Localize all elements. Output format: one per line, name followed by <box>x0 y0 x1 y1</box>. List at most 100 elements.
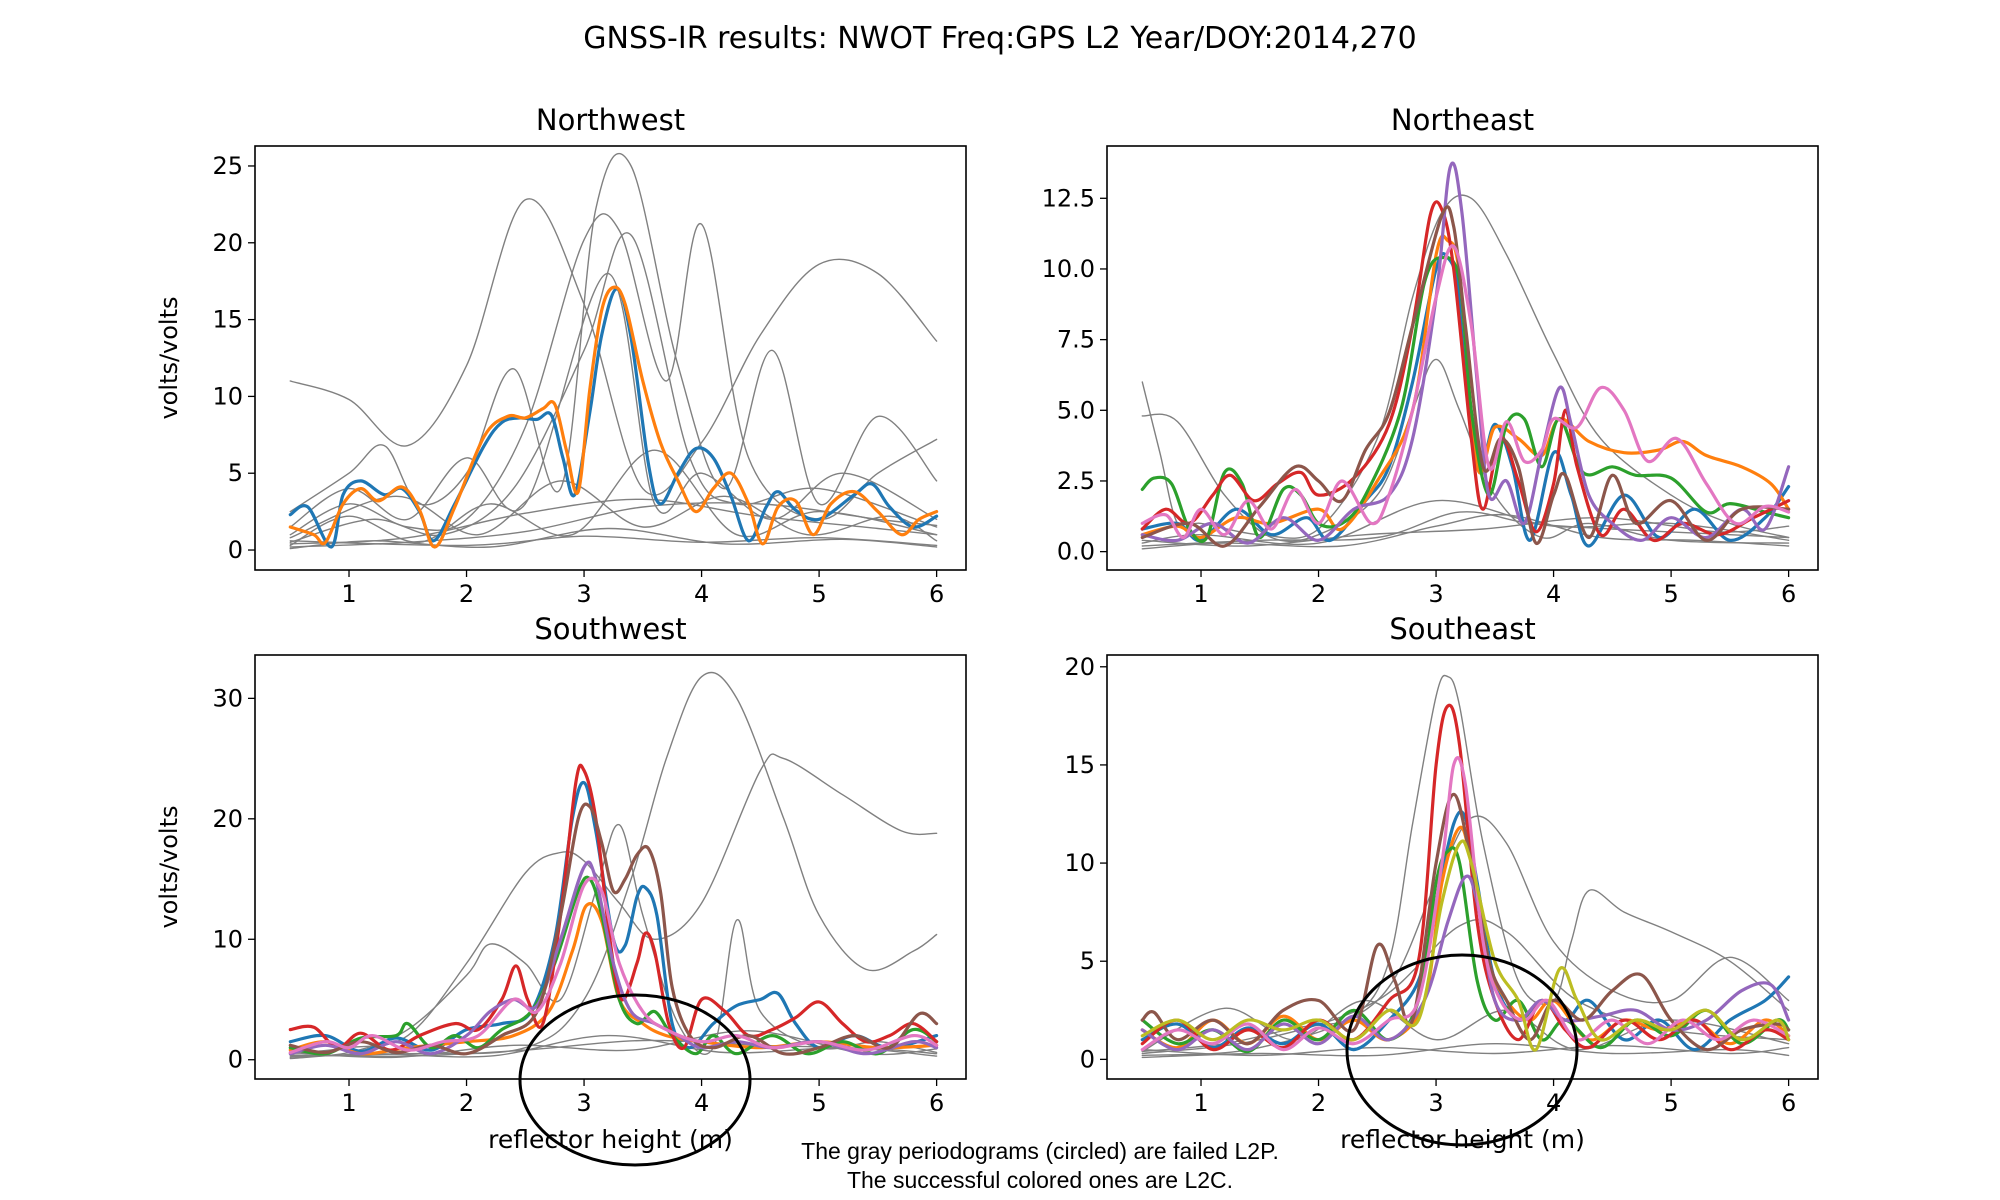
x-axis-label: reflector height (m) <box>488 1125 733 1154</box>
northeast-plot-lines <box>1140 161 1791 550</box>
y-axis-label: volts/volts <box>155 296 183 419</box>
panel-title: Northeast <box>1391 103 1534 137</box>
x-tick-label: 4 <box>694 580 709 608</box>
x-tick-label: 4 <box>694 1089 709 1117</box>
l2c-periodogram <box>1140 205 1791 548</box>
failed-l2p-periodogram <box>289 213 938 536</box>
southwest-plot-lines <box>288 671 939 1060</box>
failed-l2p-periodogram <box>289 198 938 496</box>
panel-title: Southeast <box>1389 612 1535 646</box>
x-tick-label: 1 <box>341 580 356 608</box>
failed-l2p-periodogram <box>289 824 938 1058</box>
y-tick-label: 15 <box>212 306 243 334</box>
l2c-periodogram <box>1140 161 1791 545</box>
x-tick-label: 3 <box>1428 1089 1443 1117</box>
x-tick-label: 2 <box>459 580 474 608</box>
panel-southwest: 1 2 3 4 5 6 0 10 20 30 Southwest volts/volts reflect… <box>155 612 967 1154</box>
l2c-periodogram <box>1140 839 1791 1052</box>
failed-l2p-periodogram <box>289 449 938 547</box>
y-tick-label: 2.5 <box>1057 467 1095 495</box>
l2c-periodogram <box>288 287 939 549</box>
x-tick-label: 5 <box>811 580 826 608</box>
l2c-periodogram <box>288 802 939 1056</box>
x-tick-label: 2 <box>1311 1089 1326 1117</box>
l2c-periodogram <box>1140 200 1791 542</box>
failed-l2p-periodogram <box>1141 511 1790 547</box>
northwest-plot-lines <box>288 153 939 550</box>
failed-l2p-periodogram <box>1141 1042 1790 1059</box>
x-axis-label: reflector height (m) <box>1340 1125 1585 1154</box>
failed-l2p-periodogram <box>289 498 938 545</box>
panel-title: Southwest <box>534 612 686 646</box>
x-tick-label: 6 <box>929 1089 944 1117</box>
l2c-periodogram <box>288 763 939 1052</box>
failed-l2p-periodogram <box>289 671 938 1057</box>
panel-title: Northwest <box>536 103 685 137</box>
failed-l2p-periodogram <box>1141 499 1790 546</box>
x-tick-label: 2 <box>459 1089 474 1117</box>
l2c-periodogram <box>1140 244 1791 540</box>
y-tick-label: 0 <box>228 1046 243 1074</box>
l2c-periodogram <box>288 876 939 1055</box>
failed-l2p-periodogram <box>1141 513 1790 550</box>
x-tick-label: 1 <box>1193 1089 1208 1117</box>
y-tick-label: 0 <box>228 536 243 564</box>
y-tick-label: 5 <box>228 459 243 487</box>
y-tick-label: 20 <box>212 229 243 257</box>
failed-l2p-circle-southeast <box>1345 953 1579 1147</box>
failed-l2p-periodogram <box>289 153 938 513</box>
failed-l2p-circle-southwest <box>518 993 752 1167</box>
southeast-plot-lines <box>1140 674 1791 1059</box>
axes-frame <box>1106 145 1819 571</box>
failed-l2p-periodogram <box>1141 815 1790 1057</box>
failed-l2p-periodogram <box>1141 358 1790 544</box>
failed-l2p-periodogram <box>289 272 938 528</box>
note-line-1: The gray periodograms (circled) are fail… <box>801 1138 1279 1164</box>
y-tick-label: 15 <box>1064 751 1095 779</box>
failed-l2p-periodogram <box>289 527 938 550</box>
y-tick-label: 10 <box>212 925 243 953</box>
y-tick-label: 0.0 <box>1057 538 1095 566</box>
x-tick-label: 6 <box>1781 1089 1796 1117</box>
figure-title: GNSS-IR results: NWOT Freq:GPS L2 Year/D… <box>583 21 1416 56</box>
y-tick-label: 7.5 <box>1057 326 1095 354</box>
y-tick-label: 30 <box>212 684 243 712</box>
y-tick-label: 5.0 <box>1057 396 1095 424</box>
y-tick-label: 12.5 <box>1042 184 1095 212</box>
y-tick-label: 10.0 <box>1042 255 1095 283</box>
y-axis-label: volts/volts <box>155 805 183 928</box>
x-tick-label: 3 <box>576 580 591 608</box>
l2c-periodogram <box>1140 792 1791 1052</box>
x-tick-label: 3 <box>576 1089 591 1117</box>
l2c-periodogram <box>288 781 939 1053</box>
x-tick-label: 5 <box>1663 1089 1678 1117</box>
axes-frame <box>1106 654 1819 1080</box>
x-tick-label: 5 <box>811 1089 826 1117</box>
failed-l2p-periodogram <box>289 535 938 547</box>
panel-northwest: 1 2 3 4 5 6 0 5 10 15 20 25 Northwest volts/volts <box>155 103 967 608</box>
panel-northeast: 1 2 3 4 5 6 0.0 2.5 5.0 7.5 10.0 12.5 Northeast <box>1042 103 1819 608</box>
x-tick-label: 6 <box>1781 580 1796 608</box>
y-tick-label: 5 <box>1080 947 1095 975</box>
x-tick-label: 4 <box>1546 580 1561 608</box>
axes-frame <box>254 654 967 1080</box>
note-line-2: The successful colored ones are L2C. <box>847 1167 1233 1193</box>
l2c-periodogram <box>1140 255 1791 544</box>
y-tick-label: 10 <box>212 382 243 410</box>
y-tick-label: 25 <box>212 152 243 180</box>
x-tick-label: 2 <box>1311 580 1326 608</box>
y-tick-label: 0 <box>1080 1045 1095 1073</box>
l2c-periodogram <box>288 875 939 1056</box>
x-tick-label: 3 <box>1428 580 1443 608</box>
failed-l2p-periodogram <box>1141 1044 1790 1057</box>
y-tick-label: 20 <box>1064 653 1095 681</box>
axes-frame <box>254 145 967 571</box>
x-tick-label: 6 <box>929 580 944 608</box>
x-tick-label: 1 <box>1193 580 1208 608</box>
failed-l2p-periodogram <box>1141 516 1790 547</box>
y-tick-label: 20 <box>212 805 243 833</box>
l2c-periodogram <box>1140 755 1791 1052</box>
